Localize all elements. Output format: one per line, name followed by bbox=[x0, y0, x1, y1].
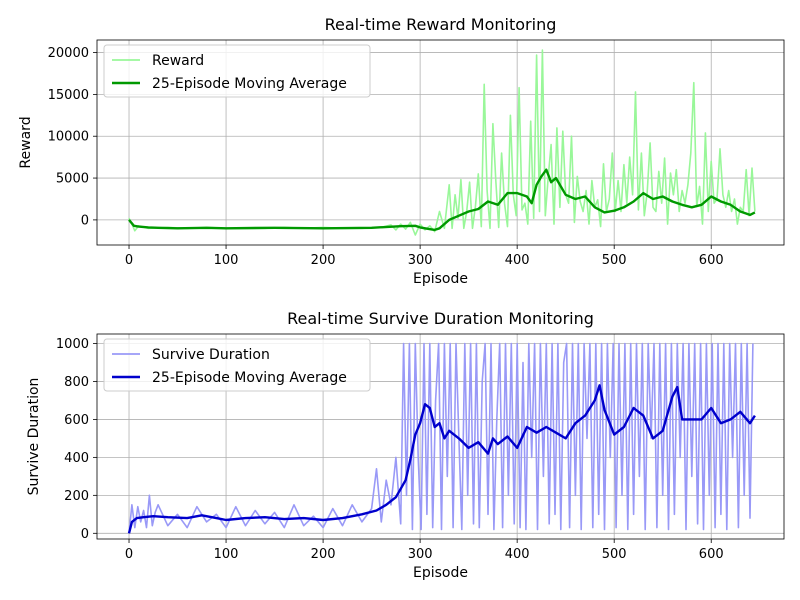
x-axis-label: Episode bbox=[413, 271, 468, 287]
chart-panel-2: 0 100 200 300 400 500 600 0 200 400 600 800 1000 Real… bbox=[26, 309, 785, 581]
x-tick-label: 500 bbox=[602, 253, 627, 268]
x-tick-label: 100 bbox=[214, 547, 239, 562]
y-tick-label: 200 bbox=[64, 489, 89, 504]
chart-panel-1: 0 100 200 300 400 500 600 0 5000 10000 15000 20000 R… bbox=[18, 15, 785, 287]
chart-title: Real-time Reward Monitoring bbox=[325, 15, 557, 34]
y-axis-label: Reward bbox=[18, 116, 34, 168]
x-axis-label: Episode bbox=[413, 565, 468, 581]
y-tick-label: 400 bbox=[64, 451, 89, 466]
legend-entry: 25-Episode Moving Average bbox=[152, 76, 347, 92]
x-tick-label: 200 bbox=[311, 253, 336, 268]
y-tick-label: 15000 bbox=[48, 88, 89, 103]
x-tick-label: 100 bbox=[214, 253, 239, 268]
x-tick-label: 300 bbox=[408, 253, 433, 268]
x-tick-label: 500 bbox=[602, 547, 627, 562]
y-tick-label: 0 bbox=[81, 213, 89, 228]
x-tick-label: 0 bbox=[125, 253, 133, 268]
legend-box bbox=[103, 44, 371, 98]
y-axis-label: Survive Duration bbox=[26, 378, 42, 496]
legend: Survive Duration 25-Episode Moving Averag… bbox=[103, 338, 371, 392]
x-tick-label: 600 bbox=[699, 547, 724, 562]
moving-average-line bbox=[127, 384, 756, 534]
legend-entry: Reward bbox=[152, 53, 204, 69]
y-tick-label: 0 bbox=[81, 527, 89, 542]
raw-series-line bbox=[128, 49, 756, 236]
legend-entry: Survive Duration bbox=[152, 347, 270, 363]
x-tick-label: 200 bbox=[311, 547, 336, 562]
y-tick-label: 800 bbox=[64, 375, 89, 390]
moving-average-line bbox=[128, 168, 756, 232]
x-tick-label: 400 bbox=[505, 547, 530, 562]
y-tick-label: 1000 bbox=[56, 337, 89, 352]
legend: Reward 25-Episode Moving Average bbox=[103, 44, 371, 98]
legend-box bbox=[103, 338, 371, 392]
chart-title: Real-time Survive Duration Monitoring bbox=[287, 309, 594, 328]
x-tick-label: 400 bbox=[505, 253, 530, 268]
x-tick-label: 0 bbox=[125, 547, 133, 562]
x-tick-label: 300 bbox=[408, 547, 433, 562]
axes-frame bbox=[96, 39, 785, 246]
y-tick-label: 5000 bbox=[56, 172, 89, 187]
y-tick-label: 600 bbox=[64, 413, 89, 428]
axes-frame bbox=[96, 333, 785, 540]
y-tick-label: 10000 bbox=[48, 130, 89, 145]
raw-series-line bbox=[128, 342, 754, 534]
legend-entry: 25-Episode Moving Average bbox=[152, 370, 347, 386]
x-tick-label: 600 bbox=[699, 253, 724, 268]
y-tick-label: 20000 bbox=[48, 46, 89, 61]
